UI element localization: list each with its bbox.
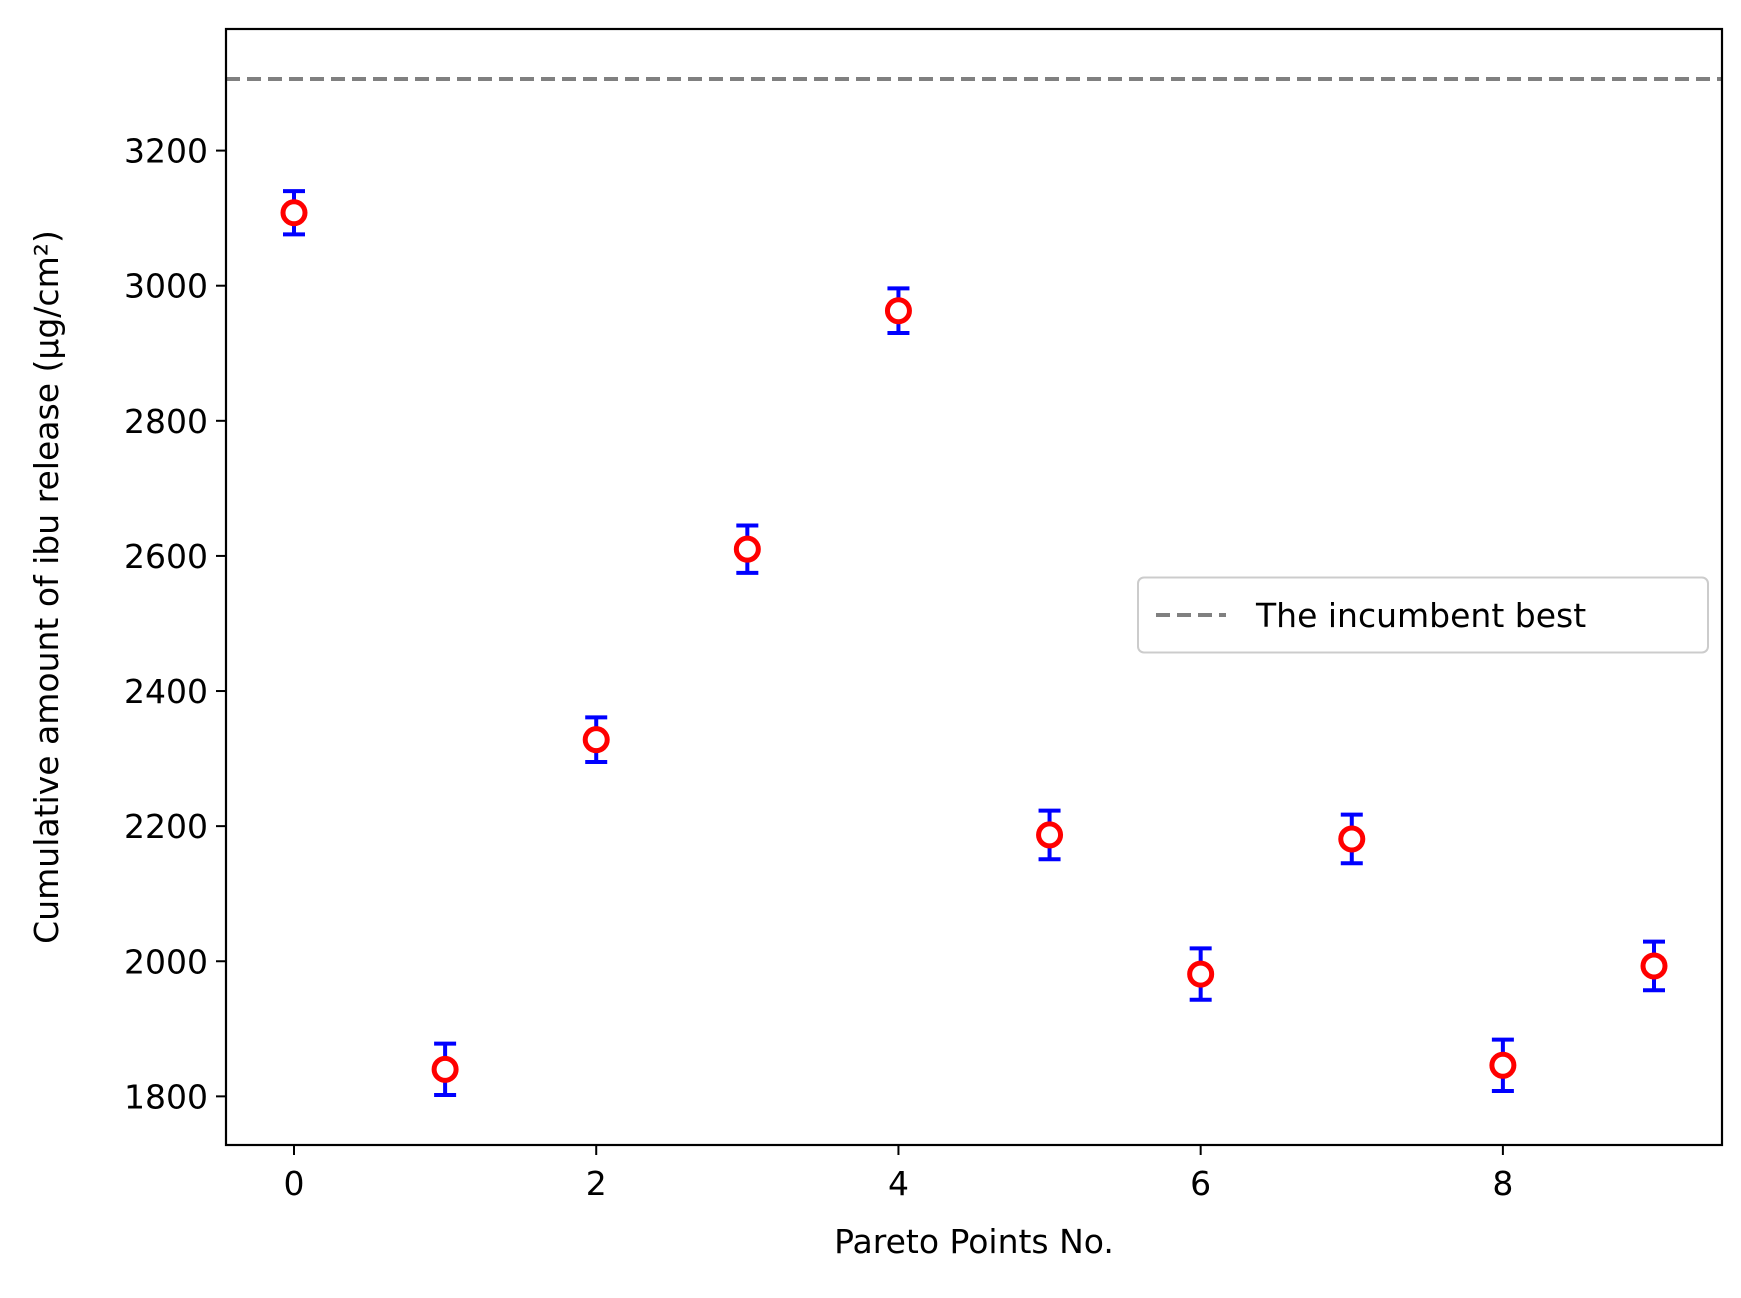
- y-tick-label: 3000: [124, 267, 208, 306]
- data-point: [1187, 960, 1215, 988]
- data-layer: [280, 189, 1668, 1098]
- y-axis: 1800 2000 2200 2400 2600 2800 3000 3200: [124, 132, 226, 1116]
- x-tick-label: 2: [586, 1164, 607, 1203]
- data-point: [582, 726, 610, 754]
- y-tick-label: 3200: [124, 132, 208, 171]
- x-axis-label: Pareto Points No.: [834, 1222, 1114, 1261]
- data-point: [1489, 1051, 1517, 1079]
- data-point: [884, 297, 912, 325]
- y-tick-label: 1800: [124, 1077, 208, 1116]
- data-point: [431, 1055, 459, 1083]
- y-axis-label: Cumulative amount of ibu release (µg/cm²…: [27, 230, 66, 944]
- x-tick-label: 4: [888, 1164, 909, 1203]
- y-tick-label: 2000: [124, 942, 208, 981]
- x-axis: 0 2 4 6 8: [284, 1145, 1513, 1203]
- plot-frame: [224, 27, 1724, 1147]
- y-tick-label: 2800: [124, 402, 208, 441]
- data-point: [1640, 952, 1668, 980]
- legend: The incumbent best: [1137, 576, 1709, 654]
- data-point: [1338, 825, 1366, 853]
- legend-box: [1137, 576, 1709, 654]
- x-tick-label: 0: [284, 1164, 305, 1203]
- data-point: [1036, 821, 1064, 849]
- y-tick-label: 2200: [124, 807, 208, 846]
- data-point: [280, 199, 308, 227]
- data-point: [733, 535, 761, 563]
- x-tick-label: 6: [1190, 1164, 1211, 1203]
- y-tick-label: 2400: [124, 672, 208, 711]
- y-tick-label: 2600: [124, 537, 208, 576]
- x-tick-label: 8: [1492, 1164, 1513, 1203]
- legend-label: The incumbent best: [1255, 596, 1586, 635]
